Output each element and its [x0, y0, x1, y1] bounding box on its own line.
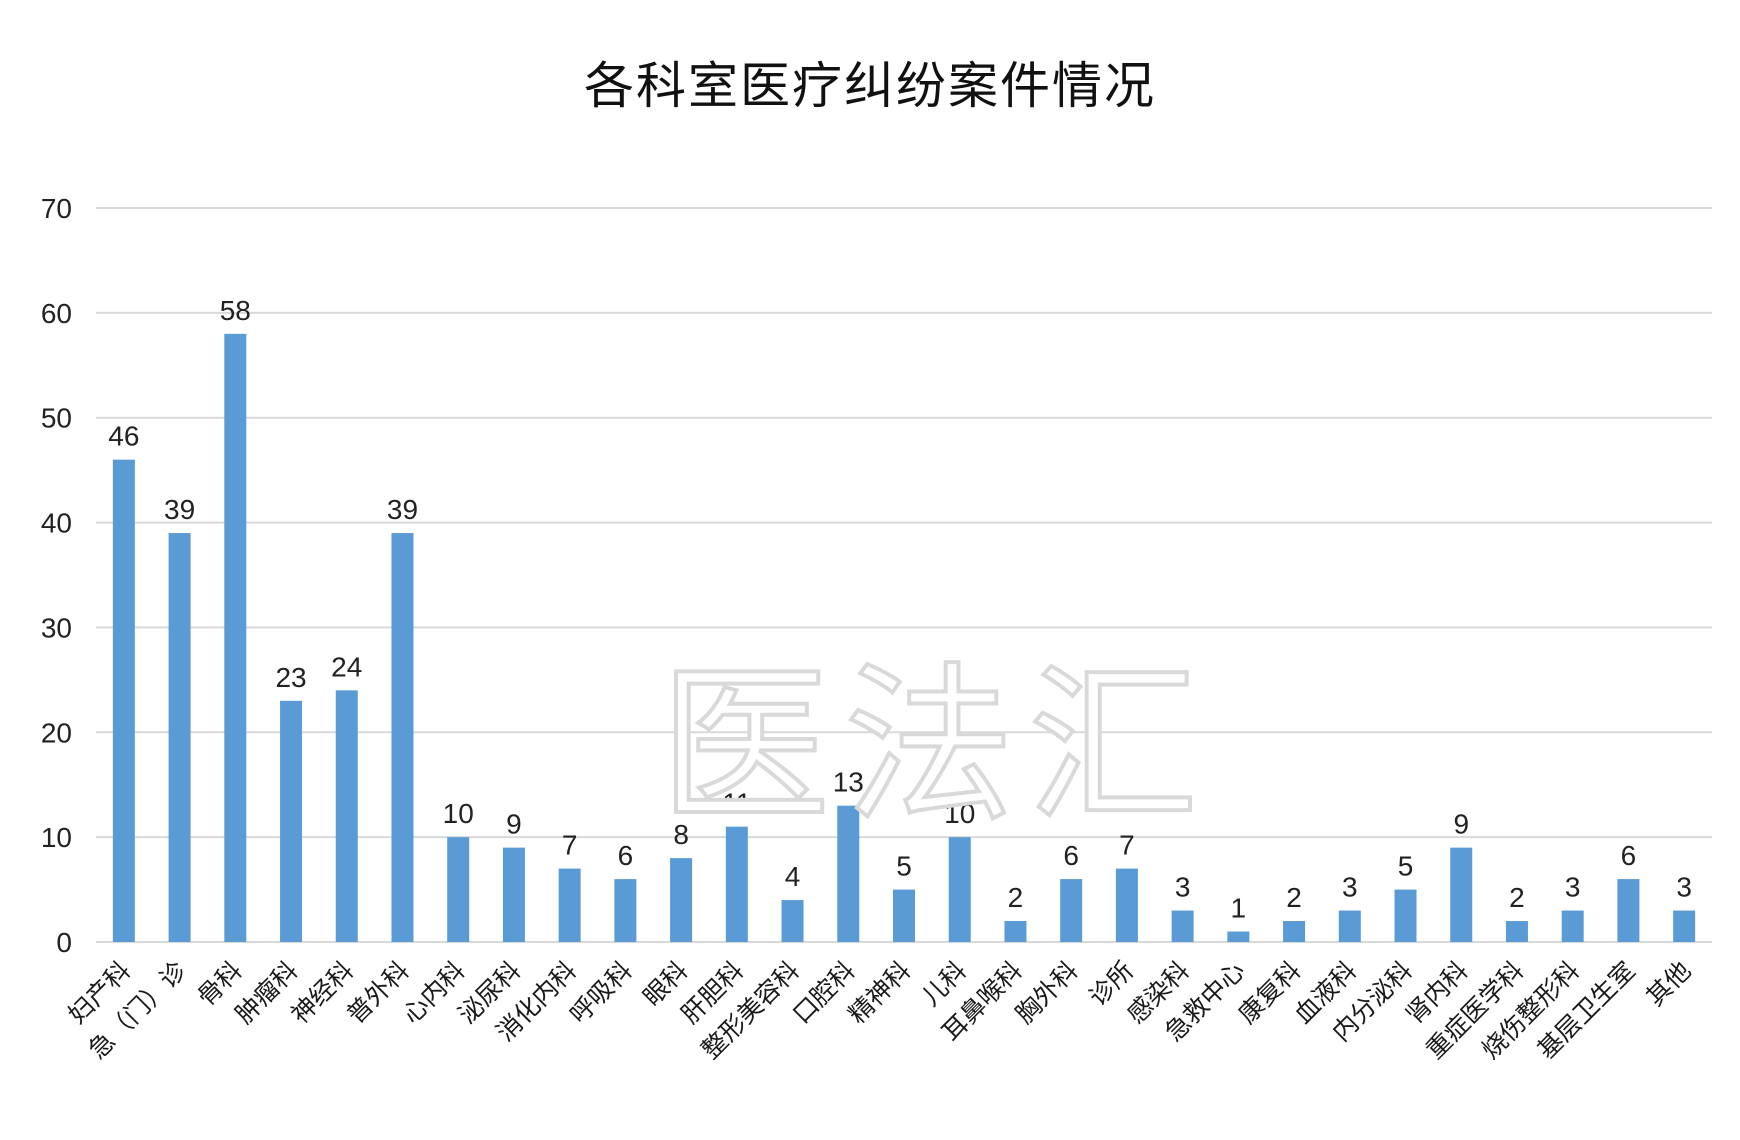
data-label: 4 [785, 861, 801, 892]
bar [391, 533, 414, 942]
bar [1394, 889, 1417, 942]
bar [112, 459, 135, 942]
data-label: 6 [1621, 840, 1637, 871]
bar [1617, 879, 1640, 942]
watermark: 医法汇 [660, 648, 1212, 846]
category-label: 康复科 [1233, 956, 1307, 1030]
bar [614, 879, 637, 942]
bar [1004, 921, 1027, 942]
bar [1505, 921, 1528, 942]
category-label: 其他 [1641, 956, 1697, 1012]
y-tick-label: 30 [41, 612, 72, 643]
bar [224, 333, 247, 942]
bar [558, 868, 581, 942]
category-label: 心内科 [397, 956, 471, 1030]
data-label: 9 [506, 809, 522, 840]
data-label: 5 [1398, 851, 1414, 882]
category-label: 精神科 [843, 956, 917, 1030]
category-label: 神经科 [285, 956, 359, 1030]
category-label: 胸外科 [1010, 956, 1084, 1030]
data-label: 39 [164, 494, 195, 525]
y-tick-label: 40 [41, 508, 72, 539]
gridlines [96, 207, 1712, 943]
bar [781, 900, 804, 942]
bar [1450, 847, 1473, 942]
bar [1060, 879, 1083, 942]
category-label: 口腔科 [787, 956, 861, 1030]
bar [502, 847, 525, 942]
data-label: 2 [1509, 882, 1525, 913]
data-label: 10 [944, 798, 975, 829]
data-label: 11 [722, 788, 751, 819]
bar [893, 889, 915, 942]
bar [1227, 931, 1250, 942]
data-label: 3 [1175, 872, 1191, 903]
bar [1171, 910, 1194, 942]
data-label: 2 [1008, 882, 1024, 913]
bars [112, 333, 1696, 942]
bar [447, 837, 470, 942]
bar [1283, 921, 1306, 942]
bar [670, 858, 693, 942]
y-tick-label: 50 [41, 403, 72, 434]
y-tick-label: 10 [41, 822, 72, 853]
bar [837, 805, 860, 942]
data-label: 39 [387, 494, 418, 525]
data-label: 3 [1342, 872, 1358, 903]
bar [1673, 910, 1696, 942]
bar [1115, 868, 1138, 942]
bar [168, 533, 191, 942]
bar [1561, 910, 1584, 942]
data-label: 10 [443, 798, 474, 829]
bar [335, 690, 358, 942]
y-tick-label: 0 [56, 927, 72, 958]
bar [725, 826, 748, 942]
data-label: 3 [1565, 872, 1581, 903]
y-tick-label: 20 [41, 717, 72, 748]
data-label: 6 [618, 840, 634, 871]
data-label: 3 [1676, 872, 1692, 903]
data-label: 7 [562, 830, 578, 861]
chart-title: 各科室医疗纠纷案件情况 [584, 57, 1156, 115]
data-label: 23 [275, 662, 306, 693]
data-label: 58 [220, 295, 251, 326]
data-label: 6 [1063, 840, 1079, 871]
bar [948, 837, 971, 942]
y-tick-label: 60 [41, 298, 72, 329]
bar [1338, 910, 1361, 942]
data-label: 1 [1231, 893, 1247, 924]
data-label: 8 [673, 819, 689, 850]
category-label: 肿瘤科 [230, 956, 304, 1030]
data-label: 13 [833, 767, 864, 798]
data-label: 9 [1453, 809, 1469, 840]
category-label: 普外科 [341, 956, 415, 1030]
category-label: 呼吸科 [564, 956, 638, 1030]
data-label: 2 [1286, 882, 1302, 913]
data-label: 46 [108, 421, 139, 452]
bar [280, 700, 303, 942]
data-label: 7 [1119, 830, 1135, 861]
data-label: 5 [896, 851, 912, 882]
y-tick-label: 70 [41, 193, 72, 224]
y-axis-ticks: 0 10 20 30 40 50 60 70 [41, 193, 72, 958]
data-label: 24 [331, 651, 362, 682]
